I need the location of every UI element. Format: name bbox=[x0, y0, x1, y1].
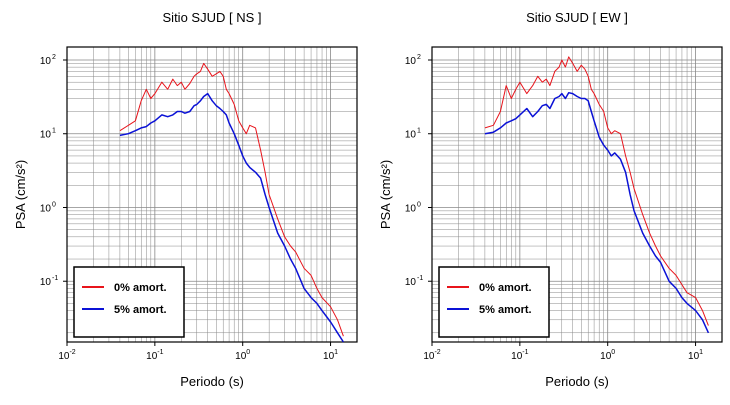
plot-frame bbox=[66, 46, 358, 343]
y-tick-label: 10 bbox=[405, 277, 417, 288]
legend-label: 0% amort. bbox=[114, 282, 167, 294]
chart-title: Sitio SJUD [ EW ] bbox=[526, 10, 628, 25]
y-tick-label: 10 bbox=[40, 56, 52, 67]
y-tick-exponent: 0 bbox=[417, 201, 421, 208]
legend-label: 0% amort. bbox=[479, 282, 532, 294]
series-line-damped bbox=[119, 92, 345, 343]
plot-frame bbox=[431, 46, 723, 343]
y-tick-exponent: 1 bbox=[417, 128, 421, 135]
y-axis-label: PSA (cm/s²) bbox=[13, 160, 28, 229]
x-tick-label: 101 bbox=[688, 349, 703, 362]
y-tick-exponent: -1 bbox=[52, 275, 58, 282]
y-tick-label: 10 bbox=[40, 130, 52, 141]
y-tick-label: 10 bbox=[40, 203, 52, 214]
legend-box bbox=[73, 266, 185, 338]
legend: 0% amort. 5% amort. bbox=[73, 266, 185, 338]
y-tick-label: 10 bbox=[405, 56, 417, 67]
y-tick-exponent: 2 bbox=[417, 54, 421, 61]
x-axis-label: Periodo (s) bbox=[545, 374, 609, 389]
series-line-undamped bbox=[119, 62, 344, 337]
x-tick-label: 100 bbox=[235, 349, 250, 362]
y-tick-label: 10 bbox=[405, 130, 417, 141]
series-line-damped bbox=[484, 91, 710, 334]
legend-label: 5% amort. bbox=[114, 304, 167, 316]
y-tick-exponent: 1 bbox=[52, 128, 56, 135]
y-tick-label: 10 bbox=[405, 203, 417, 214]
y-axis-label: PSA (cm/s²) bbox=[378, 160, 393, 229]
y-tick-exponent: 2 bbox=[52, 54, 56, 61]
y-tick-exponent: -1 bbox=[417, 275, 423, 282]
series-line-undamped bbox=[484, 56, 709, 326]
y-tick-label: 10 bbox=[40, 277, 52, 288]
x-tick-label: 10-1 bbox=[146, 349, 163, 362]
x-tick-label: 10-2 bbox=[58, 349, 75, 362]
x-tick-label: 101 bbox=[323, 349, 338, 362]
y-tick-exponent: 0 bbox=[52, 201, 56, 208]
x-tick-label: 100 bbox=[600, 349, 615, 362]
chart-title: Sitio SJUD [ NS ] bbox=[163, 10, 262, 25]
x-tick-label: 10-2 bbox=[423, 349, 440, 362]
grid-lines bbox=[431, 47, 723, 342]
legend-label: 5% amort. bbox=[479, 304, 532, 316]
x-tick-label: 10-1 bbox=[511, 349, 528, 362]
x-axis-label: Periodo (s) bbox=[180, 374, 244, 389]
legend: 0% amort. 5% amort. bbox=[438, 266, 550, 338]
legend-box bbox=[438, 266, 550, 338]
